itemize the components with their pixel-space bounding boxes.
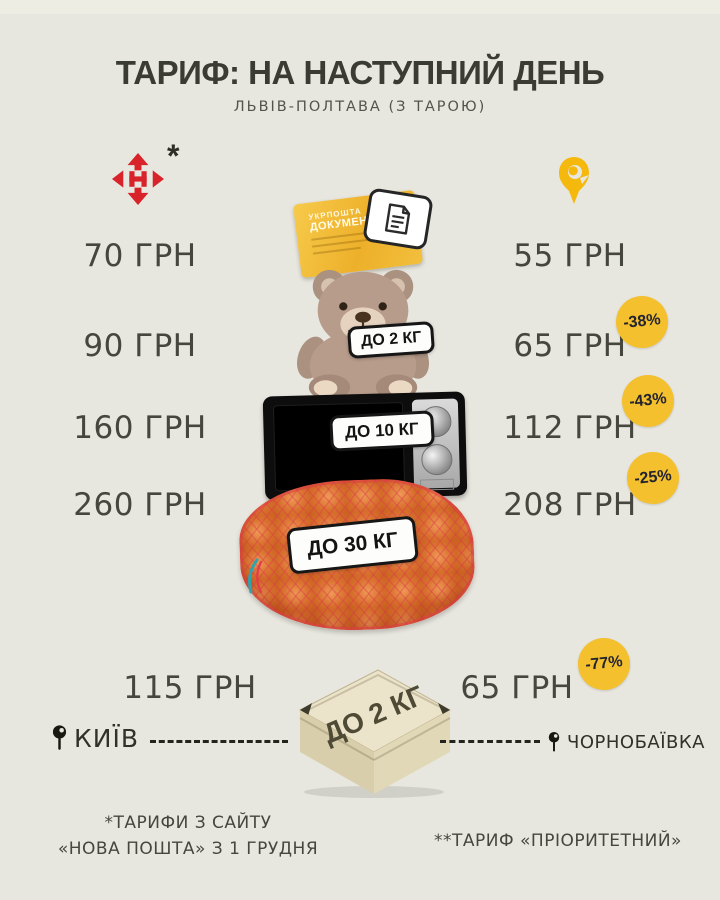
route-destination: ЧОРНОБАЇВКА	[548, 731, 705, 754]
top-strip	[0, 0, 720, 14]
route-dash-line	[440, 740, 540, 743]
page-title: ТАРИФ: НА НАСТУПНИЙ ДЕНЬ	[115, 54, 605, 91]
ukrposhta-pin-icon	[559, 157, 589, 204]
nova-poshta-price: 115 ГРН	[123, 670, 257, 706]
bag-tie	[247, 558, 263, 594]
microwave-knob	[420, 443, 453, 476]
nova-poshta-price: 260 ГРН	[73, 487, 207, 523]
map-pin-icon	[52, 725, 67, 750]
ukrposhta-price: 65 ГРН	[460, 670, 574, 706]
nova-poshta-logo-icon	[112, 153, 164, 205]
weight-label-2kg: ДО 2 КГ	[346, 321, 436, 359]
footnote-asterisk: *	[167, 138, 180, 174]
route-dash-line	[150, 740, 288, 743]
footnote-priority-tariff: **ТАРИФ «ПРІОРИТЕТНИЙ»	[434, 831, 682, 851]
route-destination-label: ЧОРНОБАЇВКА	[567, 732, 705, 753]
ukrposhta-price: 112 ГРН	[503, 410, 637, 446]
footnote-line: «НОВА ПОШТА» З 1 ГРУДНЯ	[57, 838, 319, 859]
footnote-nova-poshta: *ТАРИФИ З САЙТУ «НОВА ПОШТА» З 1 ГРУДНЯ	[28, 811, 348, 862]
ukrposhta-price: 65 ГРН	[513, 328, 627, 364]
weight-label-10kg: ДО 10 КГ	[329, 410, 435, 452]
route-origin: КИЇВ	[52, 724, 139, 753]
envelope-print-line	[312, 246, 361, 255]
nova-poshta-price: 90 ГРН	[83, 328, 197, 364]
nova-poshta-price: 70 ГРН	[83, 238, 197, 274]
map-pin-icon	[548, 732, 560, 752]
document-badge-icon	[362, 187, 434, 251]
footnote-line: *ТАРИФИ З САЙТУ	[104, 813, 272, 833]
ukrposhta-price: 208 ГРН	[503, 487, 637, 523]
cardboard-box-image: ДО 2 КГ	[298, 669, 452, 798]
nova-poshta-price: 160 ГРН	[73, 410, 207, 446]
route-origin-label: КИЇВ	[74, 724, 139, 753]
ukrposhta-price: 55 ГРН	[513, 238, 627, 274]
page-subtitle: ЛЬВІВ-ПОЛТАВА (З ТАРОЮ)	[233, 99, 487, 115]
